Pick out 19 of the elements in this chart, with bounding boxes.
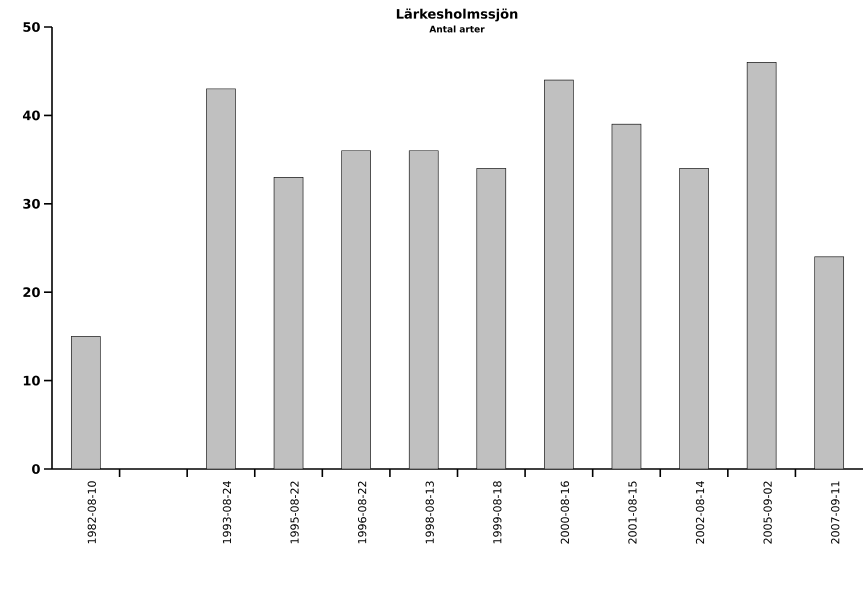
x-tick-label: 1999-08-18	[493, 481, 502, 544]
x-tick-label: 2000-08-16	[560, 481, 570, 544]
x-tick-label: 1996-08-22	[358, 482, 366, 544]
x-tick-label: 2002-08-14	[696, 481, 704, 544]
x-tick-label: 1982-08-10	[88, 481, 96, 544]
x-tick-label: 2007-09-11	[831, 482, 840, 544]
x-tick-label: 1995-08-22	[290, 482, 299, 544]
chart-title: Lärkesholmssjön	[396, 8, 518, 22]
chart-subtitle: Antal arter	[429, 26, 485, 32]
y-tick-label: 10	[24, 376, 40, 386]
y-tick-label: 20	[23, 287, 40, 298]
x-tick-label: 2001-08-15	[628, 482, 637, 544]
x-tick-label: 1993-08-24	[222, 481, 232, 544]
y-tick-label: 50	[23, 22, 40, 32]
y-tick-label: 0	[32, 464, 40, 474]
y-tick-label: 30	[23, 198, 40, 209]
x-tick-label: 2005-09-02	[763, 482, 772, 544]
y-tick-label: 40	[22, 110, 40, 120]
x-tick-label: 1998-08-13	[426, 481, 434, 544]
